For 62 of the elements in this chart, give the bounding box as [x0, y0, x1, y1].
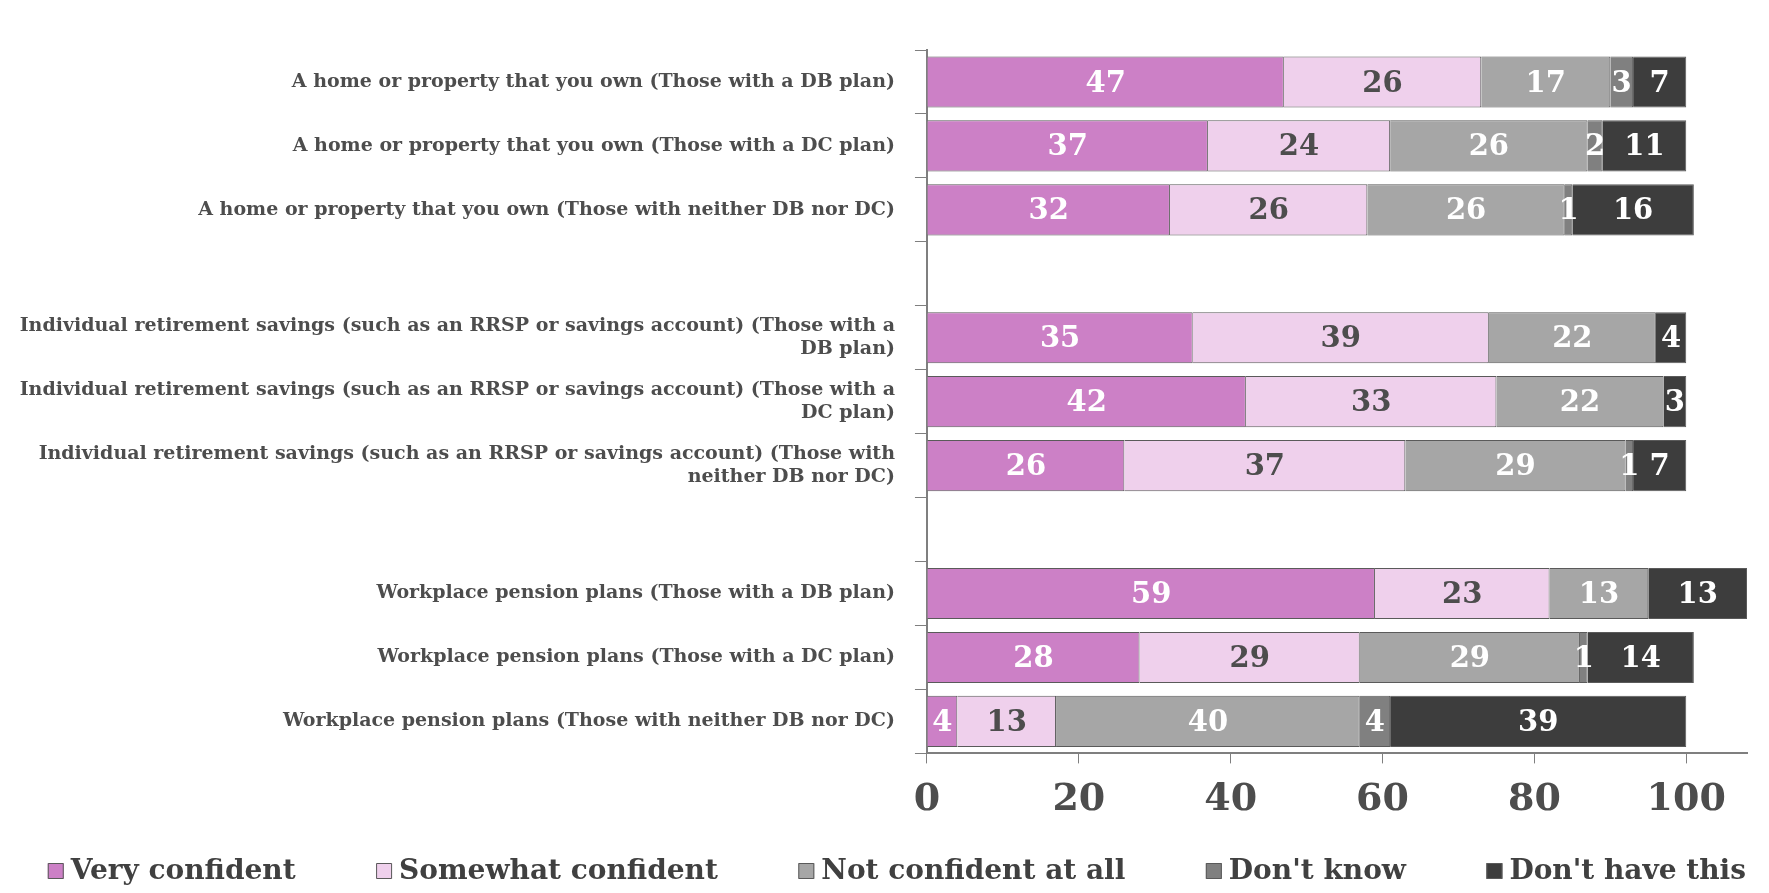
- y-tick-label: Individual retirement savings (such as an RRSP or savings account) (Those with a DB plan): [19, 313, 895, 359]
- data-label: 23: [1442, 576, 1483, 611]
- y-tick-label: Workplace pension plans (Those with a DC plan): [376, 644, 895, 667]
- data-label: 37: [1047, 128, 1088, 163]
- data-label: 26: [1468, 128, 1510, 163]
- data-label: 39: [1518, 703, 1559, 738]
- data-label: 47: [1085, 64, 1126, 99]
- y-tick-label: A home or property that you own (Those with a DB plan): [290, 68, 895, 91]
- x-tick-label: 80: [1507, 774, 1561, 820]
- data-label: 26: [1248, 192, 1289, 227]
- data-label: 35: [1039, 320, 1081, 355]
- data-label: 3: [1611, 64, 1632, 99]
- data-label: 1: [1558, 192, 1579, 227]
- data-label: 59: [1131, 576, 1172, 611]
- x-tick-label: 0: [913, 774, 941, 820]
- data-label: 1: [1619, 448, 1640, 483]
- data-label: 7: [1649, 64, 1670, 99]
- data-label: 4: [932, 703, 953, 738]
- data-label: 16: [1612, 192, 1654, 227]
- x-tick-label: 20: [1052, 774, 1106, 820]
- data-label: 42: [1066, 384, 1107, 419]
- data-label: 17: [1525, 64, 1566, 99]
- legend-label: Somewhat confident: [399, 853, 718, 887]
- data-label: 22: [1559, 384, 1601, 419]
- y-tick-label: Individual retirement savings (such as an RRSP or savings account) (Those with a DC plan): [19, 377, 895, 423]
- x-tick-label: 40: [1204, 774, 1258, 820]
- data-label: 29: [1495, 448, 1536, 483]
- data-label: 3: [1664, 384, 1685, 419]
- data-label: 7: [1649, 448, 1670, 483]
- y-tick-label: Workplace pension plans (Those with neither DB nor DC): [282, 708, 895, 731]
- data-label: 33: [1350, 384, 1392, 419]
- data-label: 29: [1449, 640, 1491, 675]
- y-tick-label: Individual retirement savings (such as an RRSP or savings account) (Those with neither DB nor DC): [38, 441, 896, 486]
- legend-label: Don't have this: [1509, 853, 1747, 887]
- data-label: 26: [1445, 192, 1487, 227]
- data-label: 13: [1578, 576, 1620, 611]
- data-label: 29: [1229, 640, 1270, 675]
- legend-label: Don't know: [1228, 853, 1407, 887]
- data-label: 13: [986, 703, 1027, 738]
- data-label: 11: [1624, 128, 1665, 163]
- x-tick-label: 100: [1646, 774, 1726, 820]
- data-label: 22: [1552, 320, 1593, 355]
- data-label: 4: [1660, 320, 1682, 355]
- y-tick-label: A home or property that you own (Those with neither DB nor DC): [197, 196, 895, 219]
- legend-label: Very confident: [69, 853, 296, 887]
- y-tick-label: Workplace pension plans (Those with a DB plan): [375, 580, 895, 603]
- data-label: 39: [1320, 320, 1361, 355]
- data-label: 13: [1677, 576, 1718, 611]
- data-label: 24: [1278, 128, 1320, 163]
- data-label: 26: [1005, 448, 1047, 483]
- data-label: 4: [1364, 703, 1386, 738]
- data-label: 40: [1187, 703, 1229, 738]
- data-label: 26: [1362, 64, 1403, 99]
- data-label: 1: [1573, 640, 1594, 675]
- data-label: 32: [1028, 192, 1069, 227]
- data-label: 28: [1013, 640, 1054, 675]
- y-tick-label: A home or property that you own (Those with a DC plan): [291, 132, 895, 155]
- data-label: 2: [1585, 128, 1606, 163]
- x-tick-label: 60: [1356, 774, 1409, 820]
- data-label: 37: [1244, 448, 1286, 483]
- data-label: 14: [1620, 640, 1661, 675]
- legend-label: Not confident at all: [821, 853, 1126, 887]
